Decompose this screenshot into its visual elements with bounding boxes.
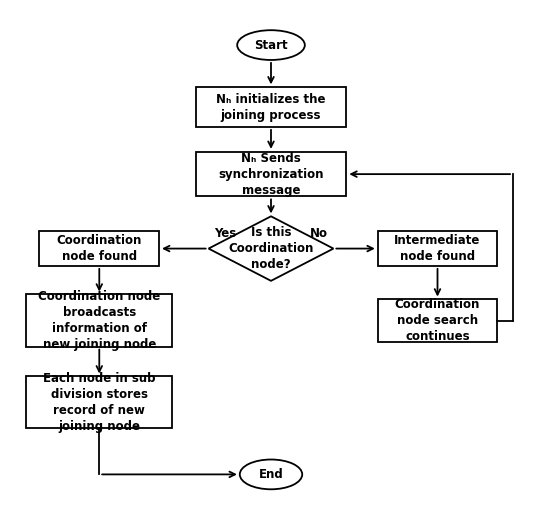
Text: Intermediate
node found: Intermediate node found	[395, 234, 481, 263]
Text: Coordination
node found: Coordination node found	[56, 234, 142, 263]
Text: Coordination node
broadcasts
information of
new joining node: Coordination node broadcasts information…	[38, 290, 160, 351]
FancyBboxPatch shape	[378, 299, 498, 342]
Text: No: No	[310, 226, 328, 240]
Text: Is this
Coordination
node?: Is this Coordination node?	[228, 226, 314, 271]
FancyBboxPatch shape	[196, 152, 346, 196]
Text: Nₕ initializes the
joining process: Nₕ initializes the joining process	[216, 93, 326, 121]
Ellipse shape	[237, 30, 305, 60]
Text: Yes: Yes	[214, 226, 236, 240]
Ellipse shape	[240, 460, 302, 489]
FancyBboxPatch shape	[196, 87, 346, 127]
FancyBboxPatch shape	[27, 376, 172, 429]
Polygon shape	[209, 216, 333, 281]
Text: Nₕ Sends
synchronization
message: Nₕ Sends synchronization message	[218, 151, 324, 196]
Text: End: End	[259, 468, 283, 481]
Text: Coordination
node search
continues: Coordination node search continues	[395, 298, 480, 343]
Text: Each node in sub
division stores
record of new
joining node: Each node in sub division stores record …	[43, 372, 156, 433]
Text: Start: Start	[254, 39, 288, 52]
FancyBboxPatch shape	[40, 231, 159, 266]
FancyBboxPatch shape	[378, 231, 498, 266]
FancyBboxPatch shape	[27, 295, 172, 346]
